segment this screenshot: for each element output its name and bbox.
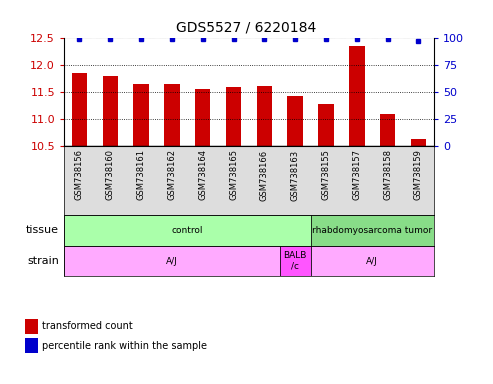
Text: GSM738159: GSM738159 bbox=[414, 149, 423, 200]
Bar bbox=[64, 215, 311, 246]
Text: GSM738155: GSM738155 bbox=[321, 149, 330, 200]
Bar bbox=[25, 338, 38, 353]
Text: BALB
/c: BALB /c bbox=[283, 252, 307, 271]
Bar bbox=[226, 87, 241, 146]
Text: GSM738156: GSM738156 bbox=[75, 149, 84, 200]
Bar bbox=[195, 89, 211, 146]
Bar bbox=[164, 84, 179, 146]
Text: tissue: tissue bbox=[26, 225, 59, 235]
Text: control: control bbox=[172, 226, 203, 235]
Bar bbox=[311, 246, 434, 276]
Text: GSM738161: GSM738161 bbox=[137, 149, 145, 200]
Text: percentile rank within the sample: percentile rank within the sample bbox=[42, 341, 208, 351]
Text: GSM738158: GSM738158 bbox=[383, 149, 392, 200]
Bar bbox=[287, 96, 303, 146]
Bar bbox=[25, 319, 38, 334]
Text: GDS5527 / 6220184: GDS5527 / 6220184 bbox=[176, 21, 317, 35]
Text: GSM738166: GSM738166 bbox=[260, 149, 269, 200]
Text: GSM738160: GSM738160 bbox=[106, 149, 115, 200]
Text: GSM738162: GSM738162 bbox=[168, 149, 176, 200]
Text: rhabdomyosarcoma tumor: rhabdomyosarcoma tumor bbox=[312, 226, 432, 235]
Bar bbox=[72, 73, 87, 146]
Bar bbox=[411, 139, 426, 146]
Text: GSM738163: GSM738163 bbox=[291, 149, 300, 200]
Bar bbox=[64, 246, 280, 276]
Text: GSM738164: GSM738164 bbox=[198, 149, 207, 200]
Text: strain: strain bbox=[27, 256, 59, 266]
Text: GSM738157: GSM738157 bbox=[352, 149, 361, 200]
Bar bbox=[311, 215, 434, 246]
Text: GSM738165: GSM738165 bbox=[229, 149, 238, 200]
Bar bbox=[257, 86, 272, 146]
Text: A/J: A/J bbox=[366, 257, 378, 266]
Bar bbox=[318, 104, 334, 146]
Bar bbox=[134, 84, 149, 146]
Text: transformed count: transformed count bbox=[42, 321, 133, 331]
Bar bbox=[349, 46, 364, 146]
Bar bbox=[103, 76, 118, 146]
Text: A/J: A/J bbox=[166, 257, 178, 266]
Bar bbox=[280, 246, 311, 276]
Bar bbox=[380, 114, 395, 146]
